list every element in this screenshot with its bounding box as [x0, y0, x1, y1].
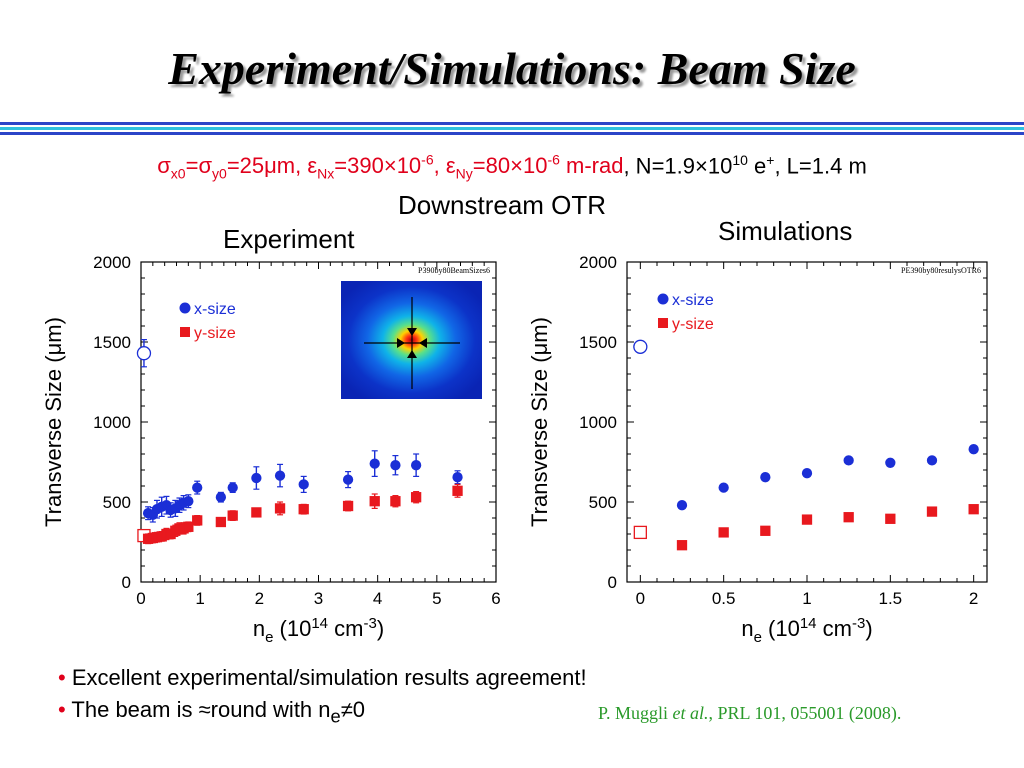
x-tick-label: 1.5: [879, 589, 903, 608]
legend-label: y-size: [672, 316, 714, 333]
data-point-x-size: [342, 474, 354, 485]
x-axis-label: ne (1014 cm-3): [741, 615, 872, 646]
data-point-x-size: [718, 482, 729, 493]
title-divider-bars: [0, 122, 1024, 140]
data-point-x-size: [183, 496, 194, 507]
x-tick-label: 4: [373, 589, 382, 608]
data-point-x-size: [968, 444, 979, 455]
data-point-x-size: [760, 472, 771, 483]
data-point-x-size: [676, 500, 688, 511]
data-point-x-size: [274, 470, 286, 481]
simulations-label: Simulations: [718, 216, 853, 246]
data-point-x-size: [227, 482, 238, 493]
legend-marker: [179, 302, 191, 314]
legend-marker: [657, 293, 669, 305]
x-tick-label: 1: [195, 589, 204, 608]
data-point-x-size: [136, 346, 152, 361]
data-point-x-size: [390, 460, 401, 471]
data-point-x-size: [926, 455, 938, 466]
y-axis-label: Transverse Size (μm): [527, 317, 552, 527]
x-tick-label: 3: [314, 589, 323, 608]
legend-label: y-size: [194, 325, 236, 342]
data-point-y-size: [369, 496, 380, 507]
data-point-y-size: [633, 525, 647, 540]
data-point-y-size: [342, 500, 354, 512]
x-tick-label: 0: [636, 589, 645, 608]
beam-parameters: σx0=σy0=25μm, εNx=390×10-6, εNy=80×10-6 …: [157, 152, 867, 182]
plot-tag: P390by80BeamSizes6: [418, 266, 490, 275]
data-point-y-size: [452, 485, 463, 496]
legend-marker: [180, 327, 190, 337]
y-tick-label: 500: [103, 493, 131, 512]
data-point-y-size: [885, 513, 896, 524]
plot-frame: [626, 261, 988, 583]
y-tick-label: 2000: [93, 253, 131, 272]
data-point-x-size: [843, 455, 854, 466]
data-point-x-size: [192, 482, 203, 493]
data-point-x-size: [298, 479, 309, 490]
x-tick-label: 6: [491, 589, 500, 608]
data-point-x-size: [369, 458, 380, 469]
downstream-otr-label: Downstream OTR: [398, 190, 607, 220]
data-point-y-size: [183, 521, 194, 532]
x-axis-label: ne (1014 cm-3): [253, 615, 384, 646]
crosshair-arrowhead: [407, 350, 417, 358]
bullet-item: • Excellent experimental/simulation resu…: [58, 665, 587, 690]
y-tick-label: 1500: [579, 333, 617, 352]
y-tick-label: 1000: [93, 413, 131, 432]
x-tick-label: 1: [802, 589, 811, 608]
legend-label: x-size: [194, 301, 236, 318]
data-point-y-size: [801, 514, 813, 525]
data-point-x-size: [251, 472, 262, 484]
data-point-x-size: [633, 339, 648, 354]
data-point-y-size: [298, 504, 309, 515]
crosshair-arrowhead: [397, 338, 405, 348]
data-point-y-size: [843, 512, 854, 523]
x-tick-label: 2: [255, 589, 264, 608]
data-point-y-size: [410, 492, 422, 503]
x-tick-label: 0.5: [712, 589, 736, 608]
data-point-y-size: [968, 504, 979, 515]
data-point-y-size: [676, 540, 688, 551]
y-axis-label: Transverse Size (μm): [41, 317, 66, 527]
data-point-x-size: [410, 460, 422, 471]
otr-beam-image: [341, 281, 482, 399]
data-point-y-size: [718, 527, 729, 538]
bullet-item: • The beam is ≈round with ne≠0: [58, 697, 366, 727]
data-point-y-size: [251, 507, 262, 518]
y-tick-label: 0: [608, 573, 617, 592]
data-point-y-size: [192, 515, 203, 526]
y-tick-label: 2000: [579, 253, 617, 272]
data-point-y-size: [274, 503, 286, 514]
data-point-y-size: [215, 516, 227, 528]
y-tick-label: 500: [589, 493, 617, 512]
chart-simulations: 0 500 1000 1500 2000 0 0.5 1 1.5 2 PE390by80resuly…: [527, 253, 988, 646]
data-point-y-size: [760, 525, 771, 536]
y-tick-label: 0: [122, 573, 131, 592]
data-point-x-size: [215, 492, 227, 503]
citation: P. Muggli et al., PRL 101, 055001 (2008)…: [598, 703, 902, 723]
plot-tag: PE390by80resulysOTR6: [901, 266, 981, 275]
y-tick-label: 1000: [579, 413, 617, 432]
legend-label: x-size: [672, 292, 714, 309]
crosshair-arrowhead: [419, 338, 427, 348]
x-tick-label: 0: [136, 589, 145, 608]
crosshair-arrowhead: [407, 328, 417, 336]
data-point-x-size: [885, 457, 896, 468]
legend-marker: [658, 318, 668, 328]
x-tick-label: 2: [969, 589, 978, 608]
data-point-x-size: [801, 468, 813, 479]
data-point-y-size: [390, 496, 401, 507]
experiment-label: Experiment: [223, 224, 355, 254]
bullet-list: • Excellent experimental/simulation resu…: [58, 662, 587, 732]
data-point-y-size: [227, 510, 238, 521]
x-tick-label: 5: [432, 589, 441, 608]
data-point-x-size: [452, 472, 463, 483]
slide-title: Experiment/Simulations: Beam Size: [168, 43, 856, 94]
data-point-y-size: [926, 506, 938, 517]
chart-experiment: 0 500 1000 1500 2000 0 1 2 3 4 5 6 P390by80BeamSizes…: [41, 253, 501, 646]
y-tick-label: 1500: [93, 333, 131, 352]
